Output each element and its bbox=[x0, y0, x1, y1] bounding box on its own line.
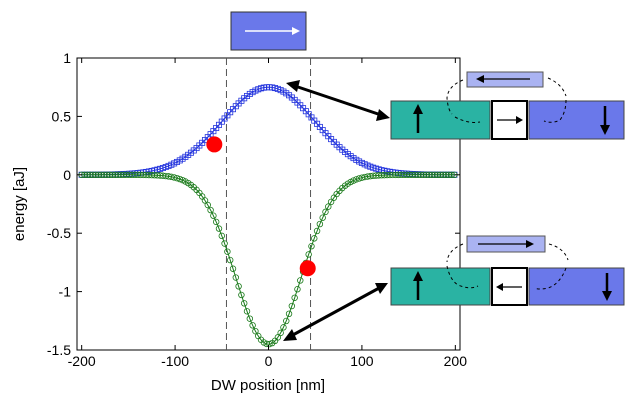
upper-free-layer-arrow-head bbox=[476, 75, 484, 83]
lower-pointer-arrow bbox=[290, 285, 382, 338]
top-field-arrow-head bbox=[292, 27, 300, 35]
data-point bbox=[238, 291, 245, 299]
lower-blue-down-head bbox=[602, 291, 612, 301]
data-point bbox=[210, 212, 217, 219]
y-axis-label: energy [aJ] bbox=[11, 167, 28, 241]
upper-diagram bbox=[286, 71, 625, 140]
x-axis-label: DW position [nm] bbox=[211, 377, 325, 394]
data-point bbox=[308, 243, 315, 250]
lower-teal-domain bbox=[390, 267, 491, 306]
data-point bbox=[207, 206, 214, 214]
data-point bbox=[226, 256, 234, 264]
upper-wall-arrow-head bbox=[516, 116, 523, 124]
data-point bbox=[204, 201, 211, 209]
data-point bbox=[229, 265, 237, 272]
data-point bbox=[176, 175, 183, 183]
data-point bbox=[297, 277, 304, 284]
data-point bbox=[246, 315, 254, 322]
data-point bbox=[280, 324, 287, 331]
data-point bbox=[322, 208, 329, 216]
data-point bbox=[249, 322, 256, 329]
x-axis-ticks: -200 -100 0 100 200 bbox=[68, 58, 468, 369]
data-point bbox=[313, 227, 321, 235]
upper-teal-up-head bbox=[413, 104, 423, 114]
data-point bbox=[170, 174, 178, 181]
upper-pointer-arrow bbox=[294, 84, 385, 118]
data-point bbox=[235, 283, 242, 290]
series-layer bbox=[78, 84, 458, 348]
lower-pointer-head-left bbox=[283, 329, 297, 341]
data-point bbox=[277, 329, 284, 337]
data-point bbox=[325, 203, 332, 210]
highlight-point bbox=[299, 260, 316, 277]
y-tick-label: -1 bbox=[59, 284, 72, 300]
y-tick-label: 0.5 bbox=[52, 108, 72, 124]
lower-diagram bbox=[283, 235, 625, 341]
data-point bbox=[232, 274, 240, 281]
lower-blue-domain bbox=[528, 267, 625, 306]
y-tick-label: 1 bbox=[63, 50, 71, 66]
x-tick-label: 100 bbox=[350, 353, 374, 369]
lower-wall-arrow-head bbox=[496, 283, 503, 291]
y-tick-label: -0.5 bbox=[47, 225, 71, 241]
y-tick-label: 0 bbox=[63, 167, 71, 183]
data-point bbox=[294, 286, 301, 293]
lower-free-layer-arrow-head bbox=[526, 240, 534, 248]
upper-blue-domain bbox=[528, 100, 625, 140]
data-point bbox=[353, 176, 360, 183]
x-tick-label: 200 bbox=[444, 353, 468, 369]
top-field-box bbox=[230, 11, 307, 51]
data-point bbox=[173, 174, 181, 182]
data-point bbox=[311, 235, 318, 242]
data-point bbox=[212, 218, 220, 226]
y-axis-ticks: 1 0.5 0 -0.5 -1 -1.5 bbox=[47, 50, 460, 358]
x-tick-label: -100 bbox=[161, 353, 189, 369]
lower-dashed-curve-left bbox=[446, 243, 464, 263]
data-point bbox=[448, 171, 455, 179]
lower-teal-up-head bbox=[413, 271, 423, 281]
series-line bbox=[81, 174, 456, 345]
data-point bbox=[218, 232, 225, 240]
data-point bbox=[288, 302, 296, 310]
data-point bbox=[285, 310, 293, 318]
data-point bbox=[316, 220, 324, 228]
data-point bbox=[221, 240, 228, 247]
data-point bbox=[319, 214, 326, 221]
data-point bbox=[305, 251, 312, 258]
data-point bbox=[201, 197, 209, 204]
guide-lines bbox=[225, 58, 312, 350]
data-point bbox=[291, 294, 298, 301]
upper-dashed-curve-mid bbox=[454, 116, 481, 123]
upper-pointer-head-right bbox=[376, 109, 390, 121]
data-point bbox=[215, 225, 223, 232]
data-point bbox=[252, 327, 259, 335]
upper-dashed-curve-right bbox=[547, 77, 567, 97]
data-point bbox=[266, 340, 273, 348]
x-tick-label: 0 bbox=[265, 353, 273, 369]
data-point bbox=[241, 300, 248, 307]
lower-dashed-curve-right bbox=[548, 243, 569, 261]
highlight-point bbox=[206, 136, 223, 153]
data-point bbox=[350, 177, 357, 184]
data-point bbox=[274, 334, 282, 341]
data-point bbox=[243, 308, 251, 315]
lower-pointer-head-right bbox=[375, 283, 388, 294]
lower-dashed-curve-right-down bbox=[533, 267, 567, 290]
x-tick-label: -200 bbox=[68, 353, 96, 369]
upper-teal-domain bbox=[390, 100, 491, 140]
upper-blue-down-head bbox=[600, 125, 610, 135]
upper-dashed-curve-right-down bbox=[543, 99, 567, 123]
upper-pointer-head-left bbox=[286, 80, 300, 92]
data-point bbox=[224, 248, 231, 255]
y-tick-label: -1.5 bbox=[47, 342, 71, 358]
upper-dashed-curve-left bbox=[446, 79, 464, 115]
data-point bbox=[283, 317, 290, 325]
highlight-layer bbox=[206, 136, 316, 277]
lower-dashed-curve-left-down bbox=[446, 265, 479, 289]
